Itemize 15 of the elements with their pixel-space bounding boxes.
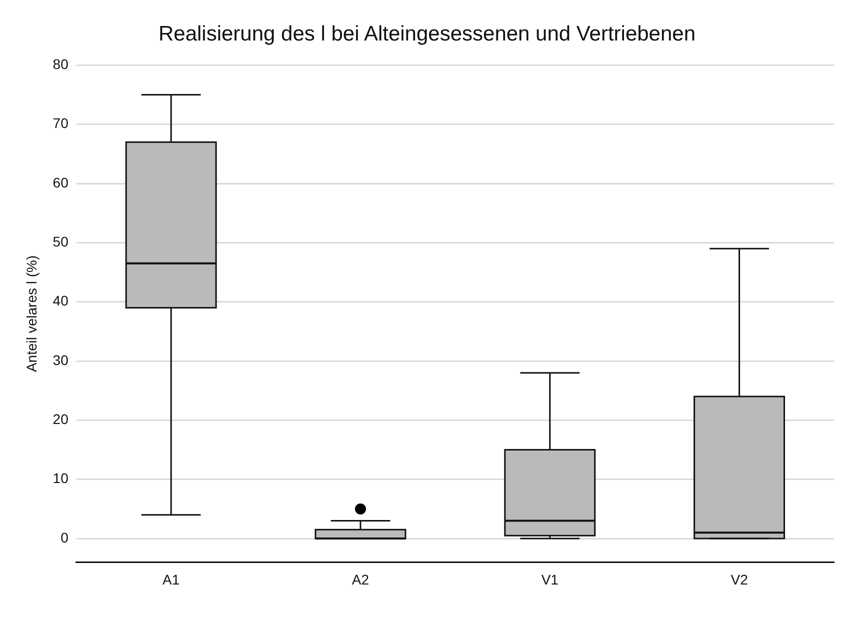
y-tick-label: 10 [52, 470, 69, 486]
y-tick-label: 30 [52, 352, 69, 368]
x-tick-label: V1 [541, 571, 559, 588]
y-tick-label: 80 [52, 56, 69, 72]
y-tick-label: 20 [52, 411, 69, 428]
x-tick-label: A2 [352, 571, 370, 588]
x-tick-label: V2 [730, 571, 748, 588]
y-tick-label: 50 [52, 234, 69, 250]
y-tick-label: 60 [52, 174, 69, 190]
y-tick-label: 70 [52, 115, 69, 132]
chart-title: Realisierung des l bei Alteingesessenen und Vertriebenen [158, 22, 696, 46]
y-tick-label: 40 [52, 292, 69, 309]
x-tick-label: A1 [162, 571, 180, 588]
y-tick-label: 0 [60, 529, 69, 546]
y-axis-title: Anteil velares l (%) [23, 255, 40, 372]
